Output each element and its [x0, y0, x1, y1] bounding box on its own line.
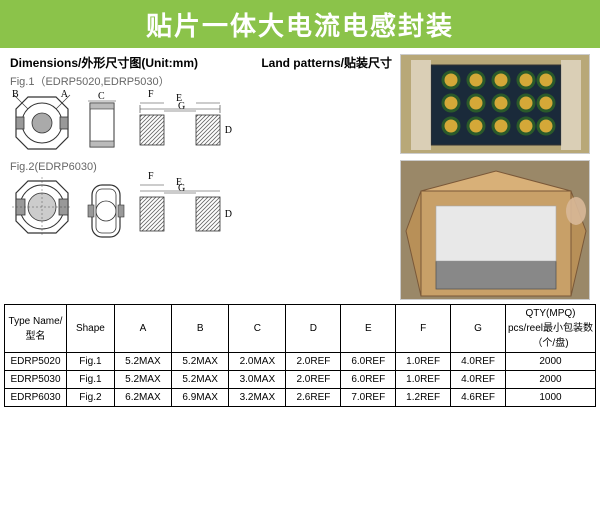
table-cell: Fig.1 — [67, 353, 115, 371]
fig2-row: E F G D — [10, 175, 392, 239]
col-shape: Shape — [67, 305, 115, 353]
table-cell: 5.2MAX — [114, 371, 171, 389]
table-cell: 2000 — [506, 353, 596, 371]
table-cell: EDRP5020 — [5, 353, 67, 371]
table-cell: 6.9MAX — [172, 389, 229, 407]
table-cell: 5.2MAX — [172, 371, 229, 389]
col-g: G — [451, 305, 506, 353]
fig2-side-view — [86, 179, 118, 235]
table-cell: 1.0REF — [396, 353, 451, 371]
dim-c: C — [98, 91, 105, 102]
table-row: EDRP6030Fig.26.2MAX6.9MAX3.2MAX2.6REF7.0… — [5, 389, 596, 407]
title-text: 贴片一体大电流电感封装 — [146, 6, 454, 43]
table-cell: 2000 — [506, 371, 596, 389]
col-d: D — [286, 305, 341, 353]
table-cell: 6.0REF — [341, 353, 396, 371]
col-f: F — [396, 305, 451, 353]
table-body: EDRP5020Fig.15.2MAX5.2MAX2.0MAX2.0REF6.0… — [5, 353, 596, 407]
table-cell: 2.0MAX — [229, 353, 286, 371]
fig1-side-view: C — [86, 95, 118, 151]
col-a: A — [114, 305, 171, 353]
dim-f2: F — [148, 171, 154, 182]
dimensions-label: Dimensions/外形尺寸图(Unit:mm) — [10, 54, 198, 71]
packaging-photo-tray — [400, 54, 590, 154]
packaging-photo-box — [400, 160, 590, 300]
table-cell: Fig.2 — [67, 389, 115, 407]
fig2-top-view — [10, 175, 74, 239]
col-typename: Type Name/ 型名 — [5, 305, 67, 353]
photos-column — [400, 54, 590, 300]
table-cell: 2.6REF — [286, 389, 341, 407]
fig2-label: Fig.2(EDRP6030) — [10, 161, 392, 173]
fig1-land-pattern: E F G D — [130, 95, 230, 151]
table-cell: EDRP5030 — [5, 371, 67, 389]
table-cell: 3.2MAX — [229, 389, 286, 407]
land-patterns-label: Land patterns/贴装尺寸 — [261, 54, 392, 71]
table-row: EDRP5020Fig.15.2MAX5.2MAX2.0MAX2.0REF6.0… — [5, 353, 596, 371]
table-cell: 5.2MAX — [172, 353, 229, 371]
dim-b: B — [12, 89, 19, 100]
spec-table: Type Name/ 型名 Shape A B C D E F G QTY(MP… — [4, 304, 596, 407]
col-qty: QTY(MPQ) pcs/reel最小包装数（个/盘) — [506, 305, 596, 353]
fig1-top-view: B A — [10, 91, 74, 155]
table-cell: 6.0REF — [341, 371, 396, 389]
table-cell: 1.2REF — [396, 389, 451, 407]
table-cell: 6.2MAX — [114, 389, 171, 407]
table-cell: 1000 — [506, 389, 596, 407]
diagrams-column: Dimensions/外形尺寸图(Unit:mm) Land patterns/… — [10, 54, 392, 300]
dim-g: G — [178, 101, 185, 112]
title-banner: 贴片一体大电流电感封装 — [0, 0, 600, 48]
fig1-row: B A C — [10, 91, 392, 155]
table-cell: 1.0REF — [396, 371, 451, 389]
dim-f: F — [148, 89, 154, 100]
dim-d2: D — [225, 209, 232, 220]
content-row: Dimensions/外形尺寸图(Unit:mm) Land patterns/… — [0, 48, 600, 304]
table-cell: 3.0MAX — [229, 371, 286, 389]
table-cell: 5.2MAX — [114, 353, 171, 371]
col-b: B — [172, 305, 229, 353]
table-cell: 4.0REF — [451, 353, 506, 371]
dim-d: D — [225, 125, 232, 136]
diagram-header: Dimensions/外形尺寸图(Unit:mm) Land patterns/… — [10, 54, 392, 71]
table-header-row: Type Name/ 型名 Shape A B C D E F G QTY(MP… — [5, 305, 596, 353]
col-e: E — [341, 305, 396, 353]
dim-a: A — [61, 89, 68, 100]
dim-g2: G — [178, 183, 185, 194]
table-cell: Fig.1 — [67, 371, 115, 389]
table-cell: 2.0REF — [286, 371, 341, 389]
table-cell: 2.0REF — [286, 353, 341, 371]
table-cell: 4.0REF — [451, 371, 506, 389]
fig2-land-pattern: E F G D — [130, 179, 230, 235]
fig1-label: Fig.1（EDRP5020,EDRP5030） — [10, 73, 392, 89]
table-cell: 4.6REF — [451, 389, 506, 407]
table-cell: 7.0REF — [341, 389, 396, 407]
table-row: EDRP5030Fig.15.2MAX5.2MAX3.0MAX2.0REF6.0… — [5, 371, 596, 389]
col-c: C — [229, 305, 286, 353]
table-cell: EDRP6030 — [5, 389, 67, 407]
